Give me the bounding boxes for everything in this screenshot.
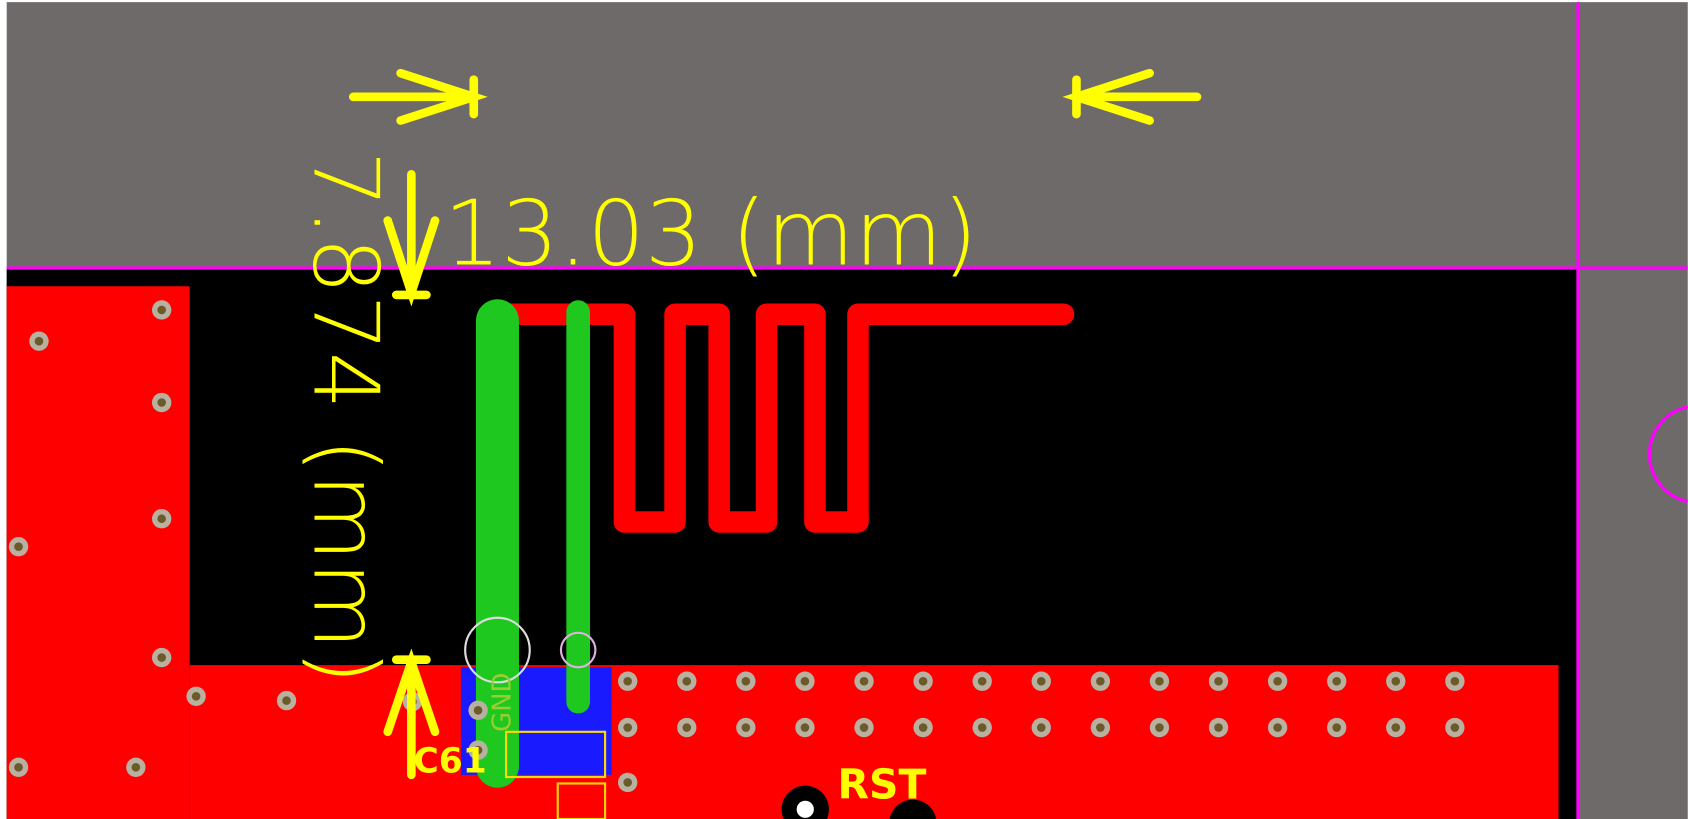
via-drill <box>800 723 810 732</box>
via-outline <box>559 631 597 669</box>
via-drill <box>1096 676 1105 686</box>
via-drill <box>623 676 632 686</box>
via-drill <box>34 336 44 346</box>
via-drill <box>1332 676 1341 686</box>
component-outline <box>504 730 607 779</box>
via-drill <box>682 723 692 732</box>
through-hole-drill <box>796 800 814 818</box>
via-drill <box>131 763 141 772</box>
via-drill <box>1273 676 1282 686</box>
via-drill <box>741 676 751 686</box>
designator: C61 <box>414 742 487 782</box>
via-drill <box>800 676 810 686</box>
dimension-label: 13.03 (mm) <box>444 182 978 287</box>
board-edge <box>1558 667 1578 819</box>
via-drill <box>1391 723 1401 732</box>
via-drill <box>918 676 928 686</box>
dimension-label: 7.874 (mm) <box>293 151 398 685</box>
via-drill <box>473 745 483 755</box>
via-drill <box>1036 676 1046 686</box>
via-drill <box>1450 676 1460 686</box>
via-drill <box>157 653 166 662</box>
via-drill <box>1332 723 1341 732</box>
via-drill <box>191 692 201 701</box>
via-group <box>8 300 1465 793</box>
via-drill <box>918 723 928 732</box>
via-drill <box>1155 723 1164 732</box>
via-drill <box>977 723 987 732</box>
via-drill <box>473 705 483 715</box>
via-drill <box>623 723 632 732</box>
via-drill <box>1155 676 1164 686</box>
antenna-trace <box>495 303 1075 533</box>
via-drill <box>282 696 291 705</box>
via-drill <box>741 723 751 732</box>
copper-pour-left <box>6 286 190 819</box>
through-hole <box>889 799 937 819</box>
via-drill <box>14 542 23 552</box>
via-drill <box>157 305 166 315</box>
dimension-arrows <box>348 68 1202 780</box>
mount-hole <box>1647 405 1688 504</box>
via-drill <box>1036 723 1046 732</box>
via-drill <box>859 676 869 686</box>
via-drill <box>682 676 692 686</box>
via-drill <box>1214 723 1223 732</box>
via-drill <box>977 676 987 686</box>
designator: RST <box>838 761 927 809</box>
via-drill <box>1450 723 1460 732</box>
via-drill <box>1096 723 1105 732</box>
component-outline <box>556 782 607 819</box>
net-label: GND <box>487 673 517 732</box>
via-drill <box>859 723 869 732</box>
via-drill <box>1391 676 1401 686</box>
via-drill <box>623 778 632 787</box>
via-drill <box>157 514 166 524</box>
via-outline <box>464 616 531 684</box>
via-drill <box>1273 723 1282 732</box>
via-drill <box>157 398 166 407</box>
via-drill <box>14 763 23 772</box>
via-drill <box>1214 676 1223 686</box>
